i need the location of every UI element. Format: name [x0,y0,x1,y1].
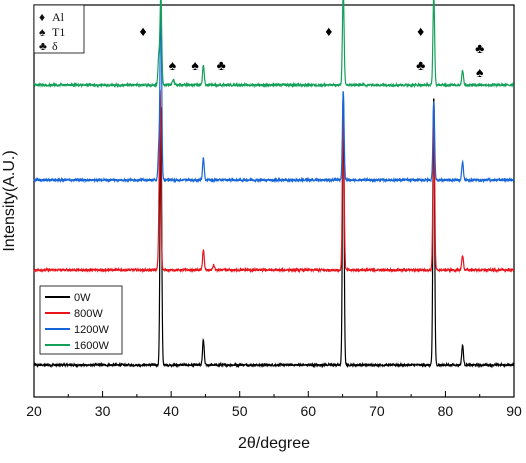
phase-legend-symbol-al: ♦ [39,10,45,24]
phase-marker: ♦ [417,23,424,39]
legend-label-1200w: 1200W [74,324,109,336]
phase-marker: ♠ [169,57,177,73]
phase-marker: ♠ [476,64,484,80]
phase-marker: ♦ [325,23,332,39]
legend-label-0w: 0W [74,292,91,304]
x-tick-label: 90 [506,403,522,419]
series-line-1200w [33,0,515,184]
y-axis-title: Intensity(A.U.) [1,150,18,251]
series-layer [33,0,515,369]
phase-legend-box [33,4,85,54]
legend-label-800w: 800W [74,308,103,320]
series-line-0w [33,96,515,369]
phase-legend-label-al: Al [52,10,65,24]
phase-marker: ♣ [475,40,484,56]
x-tick-label: 40 [163,403,179,419]
x-tick-marks [33,391,515,397]
phase-marker: ♠ [191,57,199,73]
x-tick-label: 50 [232,403,248,419]
series-line-1600w [33,0,515,89]
phase-marker: ♣ [416,57,425,73]
phase-legend-label-t1: T1 [52,25,65,39]
phase-marker: ♦ [139,23,146,39]
x-tick-label: 20 [26,403,42,419]
phase-legend: ♦ Al ♠ T1 ♣ δ [33,4,85,54]
x-tick-label: 70 [369,403,385,419]
x-tick-labels: 20 30 40 50 60 70 80 90 [26,403,522,419]
x-tick-label: 60 [301,403,317,419]
phase-legend-symbol-delta: ♣ [39,39,47,53]
phase-legend-symbol-t1: ♠ [39,25,46,39]
x-axis-title: 2θ/degree [238,435,310,452]
phase-legend-label-delta: δ [52,39,58,53]
legend-label-1600w: 1600W [74,340,109,352]
series-legend: 0W 800W 1200W 1600W [39,285,123,355]
phase-marker: ♣ [217,57,226,73]
x-tick-label: 80 [438,403,454,419]
x-tick-label: 30 [95,403,111,419]
phase-annotations: ♦ ♠ ♠ ♣ ♦ ♦ ♣ ♣ ♠ [139,23,484,80]
